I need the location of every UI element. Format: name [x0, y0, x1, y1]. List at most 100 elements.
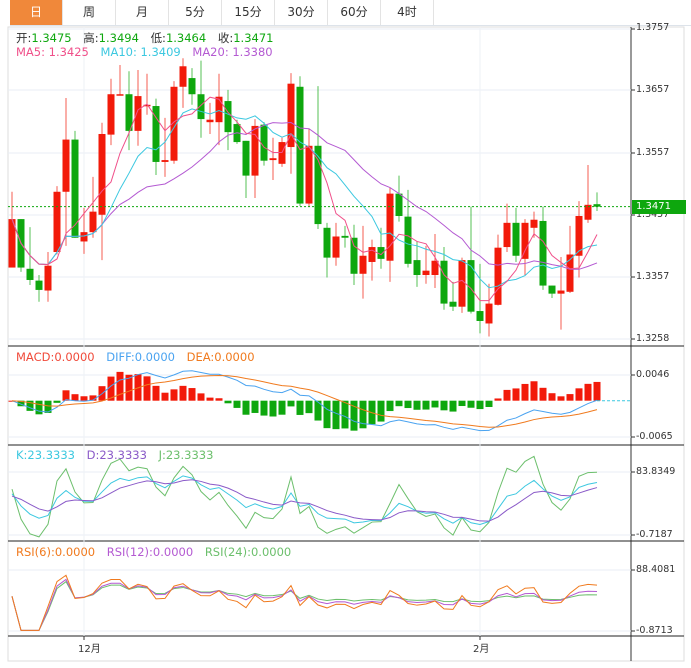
price-axis-label: 1.3657: [636, 84, 670, 95]
rsi-axis-label: -0.8713: [636, 625, 673, 636]
macd-legend: MACD:0.0000 DIFF:0.0000 DEA:0.0000: [16, 350, 263, 364]
macd-bar: [152, 385, 160, 401]
candle-down: [314, 145, 322, 225]
candle-up: [386, 193, 394, 261]
macd-bar: [44, 400, 52, 413]
macd-bar: [260, 400, 268, 416]
high-value: 1.3494: [98, 31, 139, 45]
candle-down: [125, 94, 133, 131]
macd-bar: [557, 396, 565, 401]
macd-bar: [575, 388, 583, 401]
macd-bar: [116, 371, 124, 401]
macd-bar: [530, 381, 538, 401]
macd-bar: [206, 397, 214, 401]
diff-value: DIFF:0.0000: [106, 350, 175, 364]
ma10-line: [11, 108, 598, 289]
macd-bar: [323, 400, 331, 429]
macd-bar: [215, 398, 223, 401]
tab-30min[interactable]: 30分: [275, 0, 328, 25]
macd-bar: [71, 394, 79, 401]
macd-bar: [224, 400, 232, 404]
macd-bar: [413, 400, 421, 410]
candle-up: [206, 119, 214, 123]
candle-up: [530, 219, 538, 228]
rsi-axis-label: 88.4081: [636, 564, 676, 575]
candle-down: [224, 101, 232, 133]
macd-bar: [314, 400, 322, 421]
macd-bar: [26, 400, 34, 411]
macd-bar: [566, 394, 574, 401]
macd-bar: [539, 387, 547, 401]
macd-bar: [467, 400, 475, 408]
candle-up: [62, 139, 70, 192]
candle-up: [305, 145, 313, 204]
rsi12-value: RSI(12):0.0000: [106, 545, 194, 559]
candle-up: [269, 158, 277, 161]
k-value: K:23.3333: [16, 448, 75, 462]
ma-legend: MA5: 1.3425 MA10: 1.3409 MA20: 1.3380: [16, 45, 281, 59]
macd-bar: [170, 389, 178, 401]
macd-value: MACD:0.0000: [16, 350, 95, 364]
tab-5min[interactable]: 5分: [169, 0, 222, 25]
macd-bar: [188, 388, 196, 401]
tab-60min[interactable]: 60分: [328, 0, 381, 25]
rsi6-value: RSI(6):0.0000: [16, 545, 96, 559]
candle-up: [557, 290, 565, 294]
rsi24-line: [11, 580, 598, 631]
macd-bar: [242, 400, 250, 415]
ma20-value: MA20: 1.3380: [192, 45, 273, 59]
tab-4hour[interactable]: 4时: [381, 0, 434, 25]
candle-up: [332, 236, 340, 258]
macd-bar: [35, 400, 43, 415]
price-axis-label: 1.3557: [636, 147, 670, 158]
candle-up: [458, 260, 466, 307]
open-value: 1.3475: [31, 31, 72, 45]
candle-down: [71, 139, 79, 238]
d-line: [11, 479, 598, 522]
macd-bar: [287, 400, 295, 407]
j-value: J:23.3333: [158, 448, 214, 462]
close-value: 1.3471: [233, 31, 274, 45]
macd-bar: [359, 400, 367, 429]
candle-down: [440, 260, 448, 304]
macd-bar: [332, 400, 340, 430]
candle-down: [476, 311, 484, 321]
candle-up: [368, 247, 376, 262]
macd-bar: [593, 381, 601, 401]
macd-axis-label: -0.0065: [636, 431, 673, 442]
macd-bar: [476, 400, 484, 410]
macd-bar: [386, 400, 394, 412]
candle-down: [188, 78, 196, 95]
ma10-value: MA10: 1.3409: [100, 45, 181, 59]
j-line: [11, 455, 598, 538]
candle-up: [575, 215, 583, 256]
candle-up: [359, 255, 367, 274]
macd-bar: [269, 400, 277, 417]
candle-up: [485, 303, 493, 324]
tab-day[interactable]: 日: [10, 0, 63, 25]
open-label: 开:: [16, 31, 32, 45]
candle-down: [242, 140, 250, 176]
ma5-line: [11, 96, 598, 302]
tab-15min[interactable]: 15分: [222, 0, 275, 25]
price-axis-label: 1.3258: [636, 333, 670, 344]
candle-down: [260, 124, 268, 161]
candle-up: [215, 96, 223, 123]
macd-bar: [449, 400, 457, 412]
candle-down: [512, 222, 520, 256]
candle-down: [35, 280, 43, 290]
candle-up: [80, 232, 88, 242]
candle-down: [152, 106, 160, 162]
tab-week[interactable]: 周: [63, 0, 116, 25]
macd-bar: [305, 400, 313, 414]
kdj-legend: K:23.3333 D:23.3333 J:23.3333: [16, 448, 221, 462]
close-label: 收:: [217, 31, 234, 45]
current-price-tag: 1.3471: [632, 200, 686, 214]
macd-bar: [53, 400, 61, 403]
price-axis-label: 1.3357: [636, 271, 670, 282]
tab-month[interactable]: 月: [116, 0, 169, 25]
macd-bar: [62, 390, 70, 401]
candle-up: [98, 133, 106, 215]
chart-frame: [7, 26, 685, 662]
